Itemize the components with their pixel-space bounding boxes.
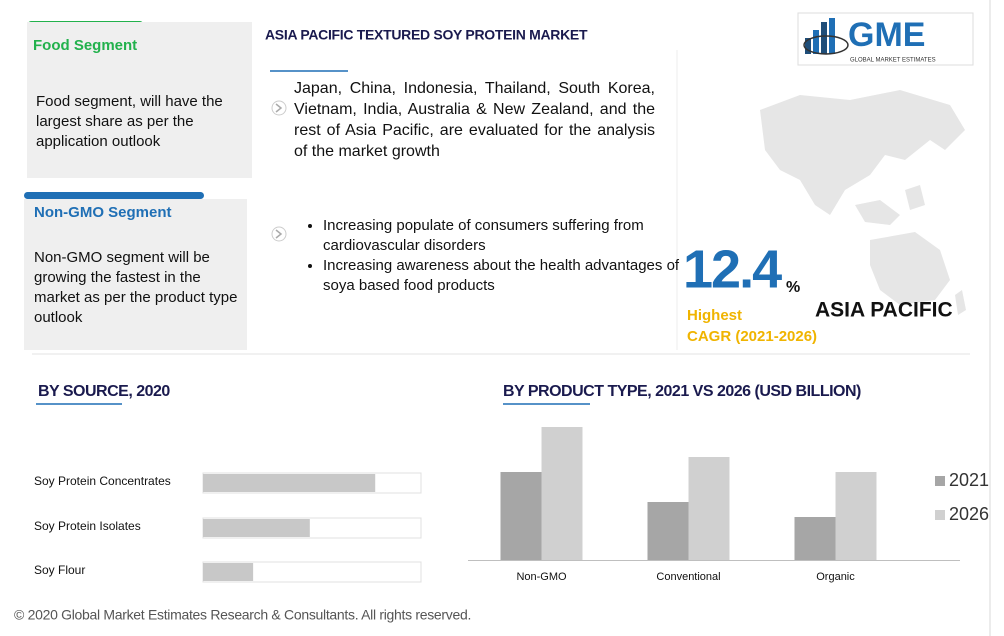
bar	[203, 474, 376, 492]
countries-text: Japan, China, Indonesia, Thailand, South…	[294, 80, 655, 160]
x-tick-label: Conventional	[656, 571, 720, 583]
legend-swatch	[935, 510, 945, 520]
segment-title: Non-GMO Segment	[34, 204, 172, 221]
chart-title: BY PRODUCT TYPE, 2021 VS 2026 (USD BILLI…	[503, 383, 861, 400]
category-label: Soy Flour	[34, 563, 85, 577]
segment-text: Non-GMO segment will be growing the fast…	[34, 249, 238, 326]
x-tick-label: Organic	[816, 571, 855, 583]
cagr-unit: %	[786, 279, 800, 296]
bar	[500, 472, 542, 560]
category-label: Soy Protein Concentrates	[34, 474, 171, 488]
x-tick-label: Non-GMO	[516, 571, 567, 583]
logo-subtitle: GLOBAL MARKET ESTIMATES	[850, 58, 936, 64]
bullet: Increasing awareness about the health ad…	[323, 256, 683, 296]
panel	[27, 22, 252, 178]
bar	[541, 427, 583, 560]
bullet: Increasing populate of consumers sufferi…	[323, 216, 683, 256]
panel-accent	[24, 192, 204, 199]
chart-title: BY SOURCE, 2020	[38, 383, 170, 400]
segment-title: Food Segment	[33, 37, 138, 54]
arrow-icon	[271, 100, 287, 242]
legend-label: 2026	[949, 504, 989, 524]
legend-label: 2021	[949, 470, 989, 490]
map	[760, 90, 966, 315]
bar	[203, 519, 310, 537]
logo-text: GME	[848, 16, 925, 54]
cagr-value: 12.4	[683, 239, 782, 299]
bar	[203, 563, 254, 581]
segment-text: Food segment, will have the largest shar…	[36, 93, 223, 150]
main-title: ASIA PACIFIC TEXTURED SOY PROTEIN MARKET	[265, 27, 588, 43]
bar	[647, 502, 689, 560]
category-label: Soy Protein Isolates	[34, 519, 141, 533]
footer: © 2020 Global Market Estimates Research …	[14, 607, 471, 623]
logo: GME GLOBAL MARKET ESTIMATES	[797, 12, 974, 66]
cagr-label: Highest	[687, 307, 742, 324]
cagr-period: CAGR (2021-2026)	[687, 328, 817, 345]
region: ASIA PACIFIC	[815, 299, 953, 322]
panel	[24, 199, 247, 350]
legend-swatch	[935, 476, 945, 486]
bar	[835, 472, 877, 560]
bar	[688, 457, 730, 560]
bullet-list: Increasing populate of consumers sufferi…	[296, 216, 683, 296]
bar	[794, 517, 836, 560]
